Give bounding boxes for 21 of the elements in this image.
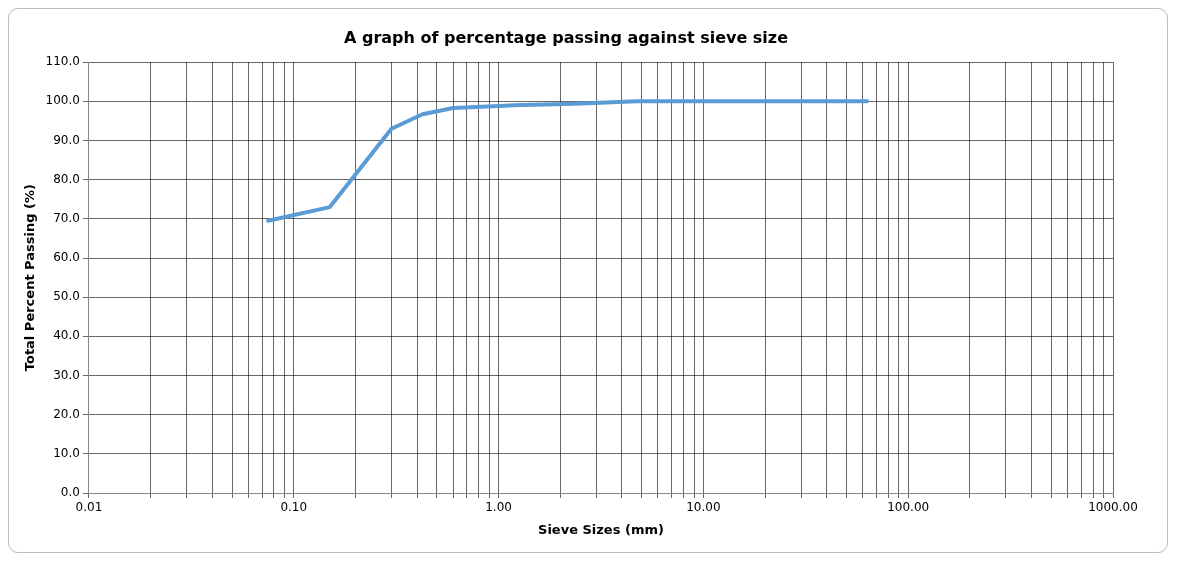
y-tick-label: 70.0 — [53, 210, 80, 225]
x-tick-label: 100.00 — [887, 500, 930, 515]
chart-title: A graph of percentage passing against sieve size — [343, 27, 789, 47]
y-tick-label: 0.0 — [60, 485, 80, 500]
y-tick-label: 100.0 — [45, 93, 80, 108]
y-tick-label: 10.0 — [53, 445, 80, 460]
y-tick-label: 50.0 — [53, 289, 80, 304]
y-tick-label: 80.0 — [53, 171, 80, 186]
x-tick-label: 0.10 — [280, 500, 308, 515]
y-tick-label: 30.0 — [53, 367, 80, 382]
x-tick-label: 1.00 — [485, 500, 512, 515]
y-tick-label: 20.0 — [53, 406, 80, 421]
y-tick-label: 110.0 — [45, 54, 80, 69]
x-tick-label: 0.01 — [75, 500, 103, 515]
y-tick-label: 90.0 — [53, 132, 80, 147]
y-tick-label: 60.0 — [53, 250, 80, 265]
x-tick-label: 10.00 — [686, 500, 721, 515]
y-axis-title: Total Percent Passing (%) — [22, 184, 38, 372]
y-tick-label: 40.0 — [53, 328, 80, 343]
x-tick-label: 1000.00 — [1088, 500, 1138, 515]
x-axis-title: Sieve Sizes (mm) — [538, 521, 664, 537]
